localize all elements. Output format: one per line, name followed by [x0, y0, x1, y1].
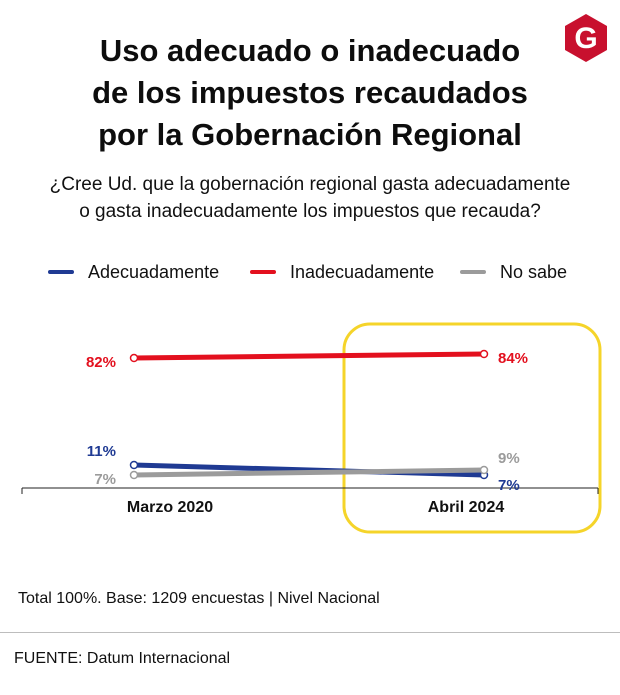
data-label-no-sabe-abril-2024: 9% [498, 450, 520, 467]
chart-legend: Adecuadamente Inadecuadamente No sabe [0, 258, 620, 286]
point-inadecuadamente-marzo-2020 [129, 353, 139, 363]
legend-swatch-inadecuadamente [250, 270, 276, 274]
separator-line [0, 632, 620, 633]
legend-swatch-adecuadamente [48, 270, 74, 274]
legend-item-adecuadamente: Adecuadamente [48, 258, 219, 286]
subtitle-line-1: ¿Cree Ud. que la gobernación regional ga… [49, 174, 571, 195]
point-inadecuadamente-abril-2024 [479, 349, 489, 359]
source-note: FUENTE: Datum Internacional [14, 650, 231, 667]
legend-label-inadecuadamente: Inadecuadamente [290, 261, 435, 282]
brand-logo-icon: G [565, 14, 607, 62]
legend-swatch-no-sabe [460, 270, 486, 274]
chart-subtitle: ¿Cree Ud. que la gobernación regional ga… [10, 171, 610, 225]
footnote: Total 100%. Base: 1209 encuestas | Nivel… [18, 590, 380, 607]
data-label-inadecuadamente-abril-2024: 84% [498, 350, 528, 367]
point-no-sabe-marzo-2020 [129, 470, 139, 480]
logo-hexagon [565, 14, 607, 62]
series-line-inadecuadamente [133, 351, 485, 361]
legend-label-adecuadamente: Adecuadamente [88, 261, 220, 282]
chart-title: Uso adecuado o inadecuado de los impuest… [40, 30, 580, 156]
data-label-no-sabe-marzo-2020: 7% [94, 471, 116, 488]
legend-label-no-sabe: No sabe [500, 261, 568, 282]
data-label-inadecuadamente-marzo-2020: 82% [86, 354, 116, 371]
data-label-adecuadamente-marzo-2020: 11% [87, 443, 116, 460]
title-line-2: de los impuestos recaudados [92, 75, 528, 110]
legend-item-inadecuadamente: Inadecuadamente [250, 258, 434, 286]
line-chart: Marzo 2020 Abril 2024 11% 7% 82% 84% 7% 9% [21, 322, 602, 534]
point-adecuadamente-marzo-2020 [129, 460, 139, 470]
logo-letter: G [574, 22, 597, 55]
highlight-box [342, 322, 602, 534]
x-tick-label-marzo-2020: Marzo 2020 [127, 499, 213, 516]
data-label-adecuadamente-abril-2024: 7% [498, 477, 520, 494]
series-line-no-sabe [133, 467, 485, 478]
title-line-3: por la Gobernación Regional [98, 117, 522, 152]
subtitle-line-2: o gasta inadecuadamente los impuestos qu… [79, 201, 541, 222]
x-tick-label-abril-2024: Abril 2024 [428, 499, 505, 516]
point-no-sabe-abril-2024 [479, 465, 489, 475]
title-line-1: Uso adecuado o inadecuado [99, 33, 521, 68]
legend-item-no-sabe: No sabe [460, 258, 567, 286]
